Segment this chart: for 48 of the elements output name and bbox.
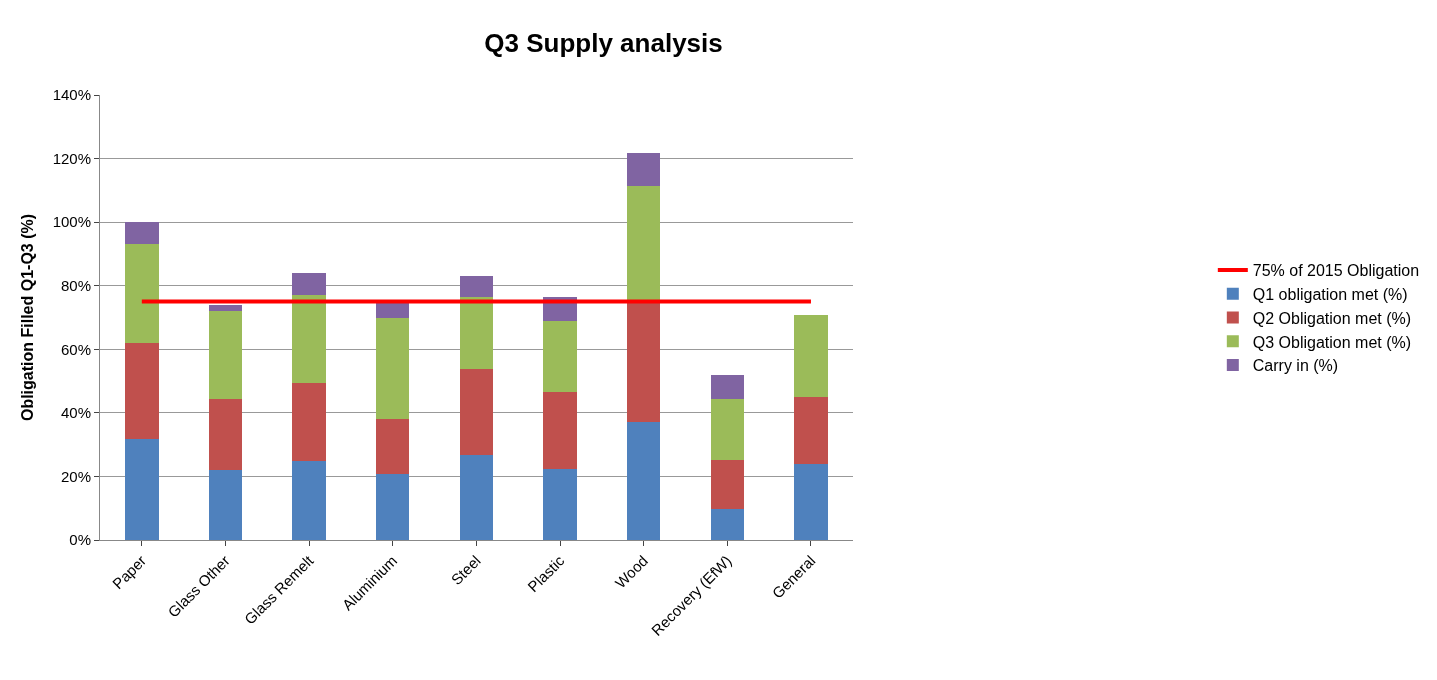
y-tick-label: 40% [60, 404, 91, 422]
bar [208, 398, 243, 471]
bar [376, 318, 410, 419]
bar [543, 469, 577, 540]
bar [292, 461, 326, 540]
y-tick-label: 140% [52, 86, 91, 104]
bar [794, 463, 828, 540]
bar [459, 296, 494, 369]
bar [125, 342, 159, 440]
bar [710, 459, 745, 509]
y-tick-label: 60% [60, 340, 91, 358]
legend-label: Carry in (%) [1252, 357, 1339, 375]
bar [710, 375, 745, 400]
bar [626, 185, 661, 302]
bar [710, 508, 745, 540]
bar [125, 439, 159, 540]
bar [626, 421, 661, 540]
bar [794, 314, 828, 397]
legend-label: Q3 Obligation met (%) [1252, 333, 1412, 351]
bar [376, 418, 410, 474]
bar [459, 454, 494, 540]
bar [292, 294, 326, 384]
y-tick-label: 100% [52, 213, 91, 231]
bar [626, 153, 661, 186]
y-tick-label: 80% [60, 276, 91, 294]
bar [794, 396, 828, 464]
bar [710, 399, 745, 460]
bar [459, 276, 494, 297]
bar [459, 368, 494, 455]
bar [125, 222, 159, 245]
bar [543, 391, 577, 470]
bar [292, 383, 326, 462]
legend-label: 75% of 2015 Obligation [1252, 262, 1420, 280]
y-tick-label: 0% [69, 531, 91, 549]
bar [208, 310, 243, 399]
bar [208, 470, 243, 540]
bar [376, 473, 410, 540]
bar [626, 301, 661, 422]
y-tick-label: 120% [52, 149, 91, 167]
bar [543, 320, 577, 392]
bar [125, 244, 159, 343]
bar [292, 273, 326, 295]
legend-label: Q1 obligation met (%) [1252, 285, 1408, 303]
legend-label: Q2 Obligation met (%) [1252, 309, 1412, 327]
y-tick-label: 20% [60, 467, 91, 485]
chart-title: Q3 Supply analysis [484, 28, 723, 59]
bar [208, 305, 243, 311]
y-axis-title: Obligation Filled Q1-Q3 (%) [18, 213, 36, 422]
